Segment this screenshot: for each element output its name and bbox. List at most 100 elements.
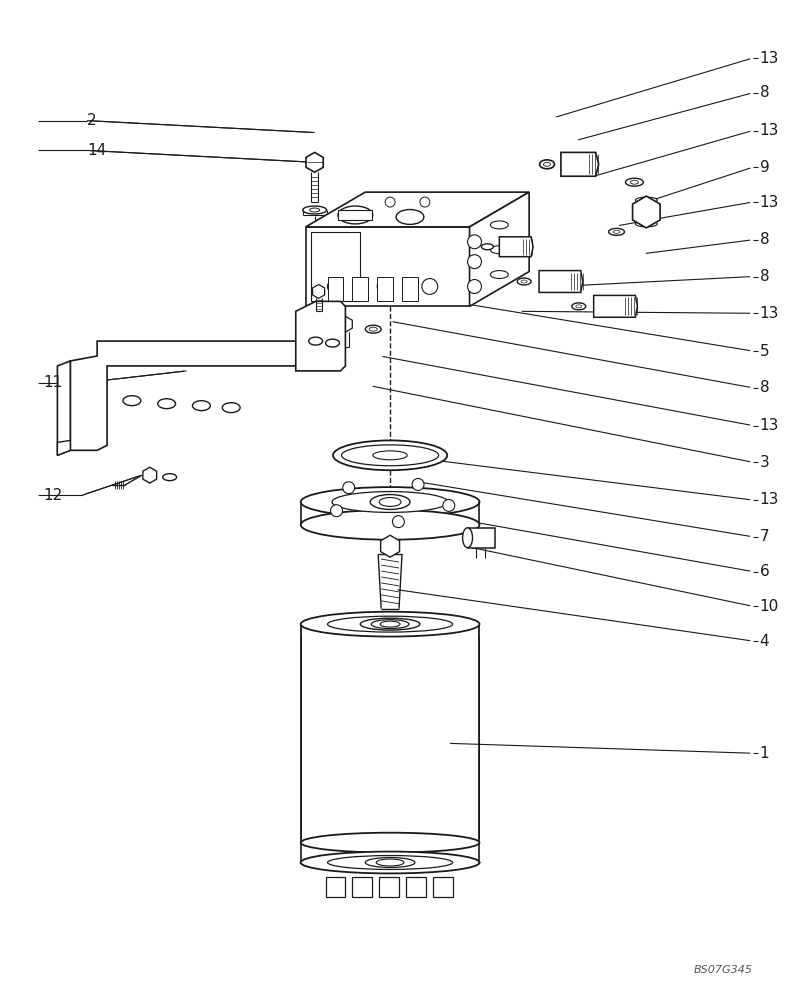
Polygon shape [313, 284, 325, 298]
Ellipse shape [490, 221, 508, 229]
Polygon shape [310, 232, 360, 301]
Text: 13: 13 [760, 306, 779, 321]
Ellipse shape [369, 327, 377, 331]
Ellipse shape [222, 403, 240, 413]
Ellipse shape [381, 621, 400, 627]
Ellipse shape [371, 620, 409, 629]
Ellipse shape [635, 221, 657, 227]
Circle shape [393, 516, 404, 528]
Ellipse shape [572, 303, 586, 310]
Text: 1: 1 [760, 746, 769, 761]
Ellipse shape [301, 853, 479, 872]
Ellipse shape [333, 440, 447, 470]
Ellipse shape [396, 210, 424, 224]
Text: 3: 3 [760, 455, 769, 470]
Ellipse shape [490, 271, 508, 279]
Bar [406, 877, 426, 897]
Ellipse shape [309, 337, 322, 345]
Text: 13: 13 [760, 418, 779, 433]
Text: 13: 13 [760, 123, 779, 138]
Bar [433, 877, 452, 897]
Polygon shape [296, 301, 345, 371]
Ellipse shape [192, 401, 210, 411]
Text: 11: 11 [43, 375, 62, 390]
Text: 12: 12 [43, 488, 62, 503]
Text: 10: 10 [760, 599, 779, 614]
Text: 9: 9 [760, 160, 769, 175]
Circle shape [422, 279, 438, 294]
Ellipse shape [158, 399, 175, 409]
Ellipse shape [327, 616, 452, 632]
Polygon shape [561, 152, 599, 176]
Polygon shape [306, 152, 323, 172]
Ellipse shape [342, 445, 439, 466]
Circle shape [330, 505, 343, 517]
Bar [377, 277, 393, 301]
Ellipse shape [123, 396, 141, 406]
Ellipse shape [303, 206, 326, 214]
Polygon shape [70, 341, 305, 450]
Ellipse shape [379, 498, 401, 506]
Polygon shape [57, 440, 70, 455]
Polygon shape [539, 271, 583, 292]
Ellipse shape [540, 160, 554, 169]
Ellipse shape [463, 528, 473, 548]
Ellipse shape [482, 244, 494, 250]
Ellipse shape [608, 228, 625, 235]
Text: 13: 13 [760, 492, 779, 508]
Bar [352, 877, 372, 897]
Ellipse shape [365, 858, 415, 867]
Text: 13: 13 [760, 51, 779, 66]
Ellipse shape [370, 495, 410, 509]
Circle shape [343, 482, 355, 494]
Bar [402, 277, 418, 301]
Circle shape [468, 280, 482, 293]
Text: 7: 7 [760, 529, 769, 544]
Ellipse shape [613, 230, 620, 233]
Bar [379, 877, 399, 897]
Ellipse shape [327, 856, 452, 869]
Ellipse shape [301, 833, 479, 853]
Circle shape [443, 499, 455, 511]
Polygon shape [305, 192, 529, 227]
Text: 8: 8 [760, 85, 769, 100]
Circle shape [327, 279, 343, 294]
Ellipse shape [377, 859, 404, 866]
Circle shape [468, 235, 482, 249]
Circle shape [468, 255, 482, 269]
Circle shape [385, 197, 395, 207]
Ellipse shape [301, 852, 479, 873]
Text: 13: 13 [760, 195, 779, 210]
Polygon shape [499, 237, 533, 257]
Text: 8: 8 [760, 269, 769, 284]
Bar [327, 277, 343, 301]
Ellipse shape [517, 278, 531, 285]
Text: 5: 5 [760, 344, 769, 359]
Ellipse shape [309, 208, 320, 212]
Polygon shape [381, 535, 400, 557]
Circle shape [420, 197, 430, 207]
Ellipse shape [301, 510, 479, 540]
Polygon shape [57, 361, 70, 455]
Polygon shape [469, 192, 529, 306]
Text: 8: 8 [760, 232, 769, 247]
Text: 2: 2 [87, 113, 97, 128]
Text: 6: 6 [760, 564, 769, 579]
Ellipse shape [326, 339, 339, 347]
Ellipse shape [301, 487, 479, 517]
Bar [326, 877, 345, 897]
Polygon shape [339, 210, 372, 220]
Polygon shape [143, 467, 157, 483]
Polygon shape [305, 227, 469, 306]
Ellipse shape [360, 618, 420, 630]
Text: 14: 14 [87, 143, 107, 158]
Ellipse shape [365, 325, 381, 333]
Ellipse shape [521, 280, 527, 283]
Polygon shape [468, 528, 495, 548]
Ellipse shape [635, 197, 657, 203]
Ellipse shape [332, 492, 448, 512]
Bar [352, 277, 368, 301]
Text: 4: 4 [760, 634, 769, 649]
Ellipse shape [162, 474, 177, 481]
Ellipse shape [576, 305, 582, 308]
